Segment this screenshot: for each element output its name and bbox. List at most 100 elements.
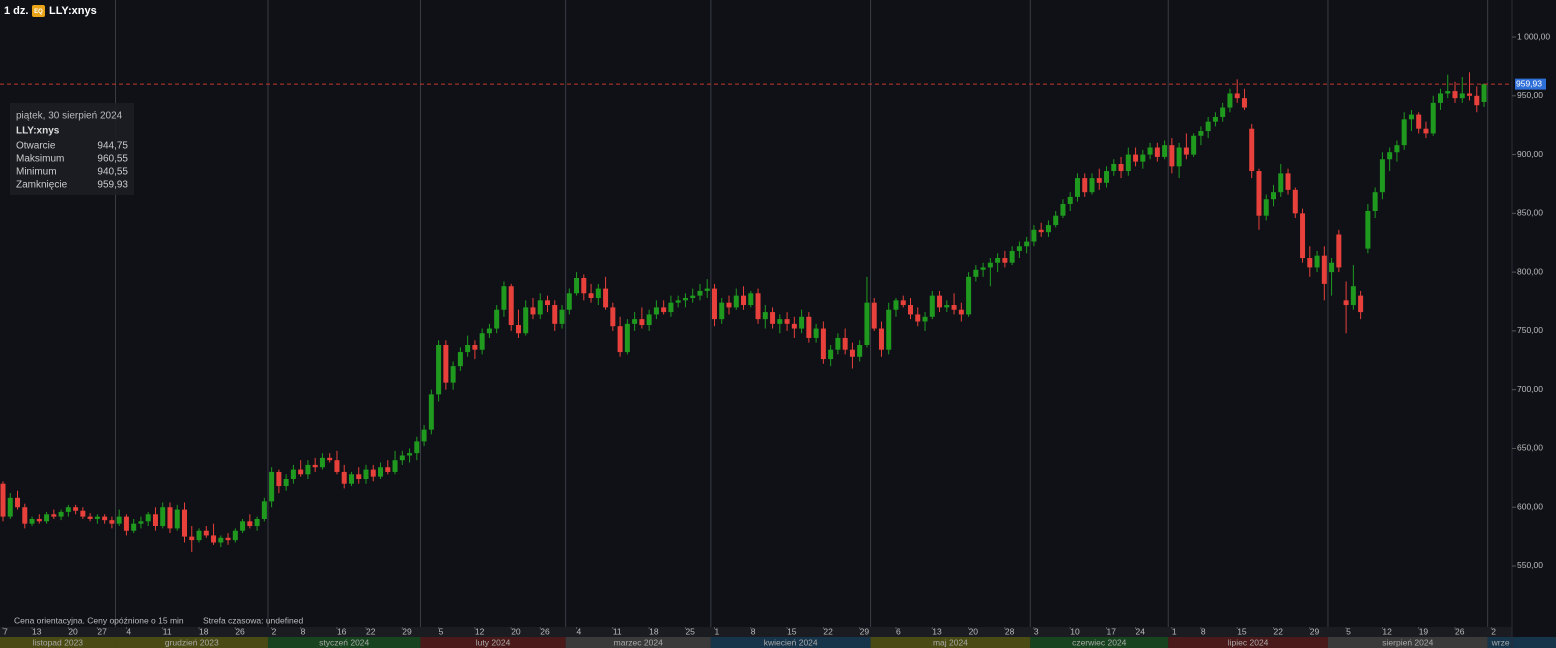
symbol: LLY:xnys [49, 5, 97, 17]
candle-body [1430, 102, 1436, 134]
candle-body [835, 337, 841, 350]
candle-body [951, 305, 957, 310]
candle-body [1401, 119, 1407, 146]
candle-body [312, 464, 318, 468]
candle-body [232, 530, 238, 541]
tooltip-row-name: Otwarcie [16, 141, 56, 152]
candle-body [1009, 250, 1015, 263]
candle-body [58, 511, 64, 517]
candle-body [617, 326, 623, 353]
month-label: grudzień 2023 [165, 637, 219, 647]
candle-body [1241, 98, 1247, 108]
candle-body [1467, 93, 1473, 96]
tooltip-row-name: Zamknięcie [16, 180, 68, 191]
candle-body [813, 328, 819, 338]
candle-body [334, 460, 340, 472]
candle-body [283, 479, 289, 487]
candle-body [196, 530, 202, 541]
exchange-badge: EQ [34, 9, 43, 15]
candle-body [392, 460, 398, 472]
candle-body [276, 471, 282, 487]
candle-body [501, 286, 507, 310]
candle-body [958, 309, 964, 315]
month-label: czerwiec 2024 [1072, 637, 1127, 647]
month-band [1030, 637, 1169, 648]
candle-body [704, 288, 710, 291]
candle-body [762, 312, 768, 320]
candle-body [414, 441, 420, 454]
candle-body [748, 293, 754, 306]
candle-body [820, 328, 826, 360]
candle-body [1365, 210, 1371, 249]
candle-body [1118, 163, 1124, 172]
candle-body [240, 521, 246, 531]
x-tick-label: 8 [301, 626, 306, 636]
candle-body [378, 467, 384, 477]
candle-body [348, 474, 354, 484]
candle-body [559, 309, 565, 324]
candle-body [603, 288, 609, 308]
x-tick-label: 18 [649, 626, 659, 636]
candle-body [356, 474, 362, 480]
candle-body [929, 295, 935, 317]
candle-body [973, 269, 979, 277]
candle-body [1474, 95, 1480, 106]
candle-body [421, 429, 427, 442]
x-tick-label: 16 [337, 626, 347, 636]
badge-bg [32, 5, 45, 17]
month-band [565, 637, 711, 648]
candle-body [182, 509, 187, 537]
candle-body [995, 258, 1001, 263]
candle-body [1372, 192, 1378, 211]
candle-body [711, 288, 717, 320]
candle-body [1205, 121, 1211, 132]
interval: 1 dz. [4, 5, 28, 17]
candle-body [1096, 178, 1102, 183]
tooltip-symbol: LLY:xnys [16, 126, 60, 137]
candle-body [1271, 192, 1276, 200]
candle-body [36, 518, 42, 522]
month-label: luty 2024 [476, 637, 511, 647]
candle-body [1263, 199, 1269, 216]
y-tick-label: 650,00 [1517, 443, 1543, 453]
candle-body [1416, 114, 1422, 129]
candle-body [428, 394, 434, 430]
x-tick-label: 8 [751, 626, 756, 636]
month-band [710, 637, 871, 648]
candle-body [225, 537, 231, 541]
candle-body [893, 300, 899, 310]
x-tick-label: 5 [439, 626, 444, 636]
candle-body [1358, 295, 1364, 313]
month-label: wrze [1491, 637, 1510, 647]
tooltip-row-value: 940,55 [97, 167, 128, 178]
month-band [1327, 637, 1488, 648]
candle-body [1176, 147, 1182, 167]
candle-body [770, 312, 776, 324]
candle-body [1329, 262, 1335, 273]
candle-body [523, 307, 529, 334]
candle-body [1249, 128, 1255, 172]
candle-body [545, 300, 550, 306]
x-tick-label: 22 [366, 626, 376, 636]
candle-body [1024, 241, 1030, 247]
candle-body [668, 302, 674, 313]
x-tick-label: 19 [1419, 626, 1429, 636]
candle-body [1074, 178, 1080, 197]
y-tick-label: 800,00 [1517, 266, 1543, 276]
candle-body [94, 516, 100, 519]
x-tick-label: 10 [1070, 626, 1080, 636]
candle-body [1089, 178, 1095, 193]
candle-body [51, 514, 57, 517]
x-tick-label: 26 [1455, 626, 1465, 636]
candle-body [436, 345, 442, 395]
candle-body [806, 316, 812, 338]
last-price-bg [1515, 78, 1546, 90]
x-tick-label: 22 [823, 626, 833, 636]
candle-body [1285, 173, 1291, 190]
candle-body [1234, 93, 1240, 99]
candle-body [1220, 107, 1226, 117]
x-tick-label: 11 [613, 626, 622, 636]
candle-body [1292, 189, 1298, 214]
x-tick-label: 27 [97, 626, 107, 636]
candle-body [218, 537, 224, 543]
